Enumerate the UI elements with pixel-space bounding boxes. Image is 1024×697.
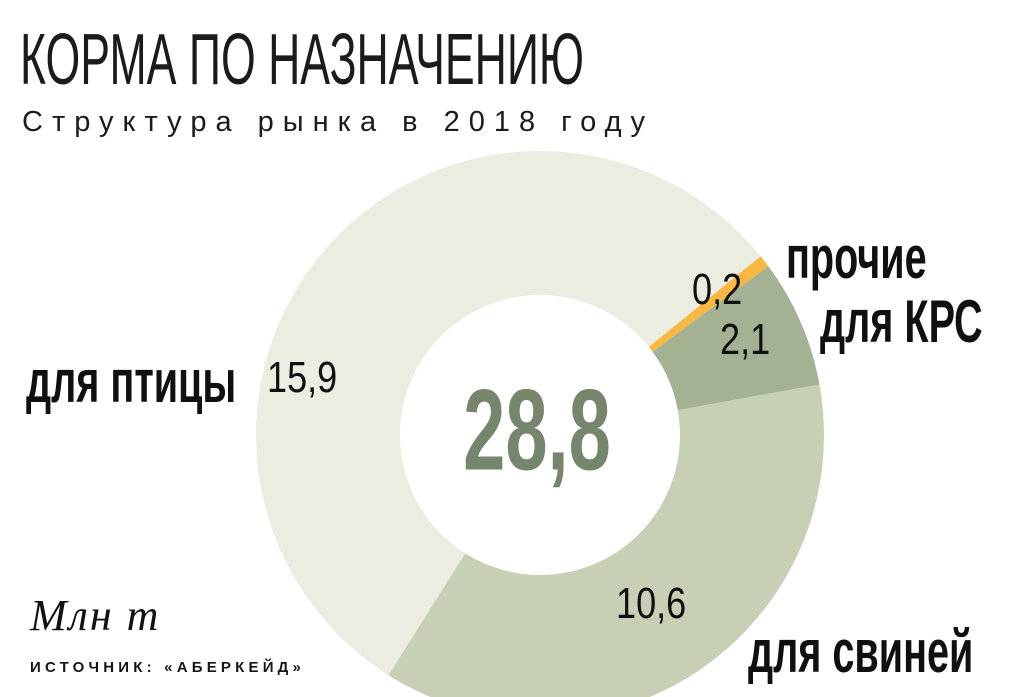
page-subtitle: Структура рынка в 2018 году [22, 106, 655, 138]
slice-label-cattle: для КРС [820, 288, 983, 355]
donut-slice-3 [648, 256, 769, 352]
donut-center-total: 28,8 [463, 366, 611, 495]
slice-value-poultry: 15,9 [267, 353, 338, 402]
slice-value-pigs: 10,6 [616, 579, 687, 628]
page-title-text: КОРМА ПО НАЗНАЧЕНИЮ [20, 20, 585, 100]
donut-slice-1 [388, 384, 824, 697]
slice-value-cattle: 2,1 [720, 315, 771, 364]
slice-value-other: 0,2 [692, 265, 743, 314]
slice-label-poultry: для птицы [26, 348, 237, 415]
source-line: ИСТОЧНИК: «АБЕРКЕЙД» [30, 659, 306, 676]
donut-slice-2 [652, 266, 820, 411]
slice-label-pigs: для свиней [748, 618, 974, 685]
slice-label-other: прочие [786, 224, 927, 291]
donut-slice-0 [256, 151, 761, 676]
page-title: КОРМА ПО НАЗНАЧЕНИЮ [20, 24, 930, 96]
unit-label: Млн т [30, 591, 161, 640]
